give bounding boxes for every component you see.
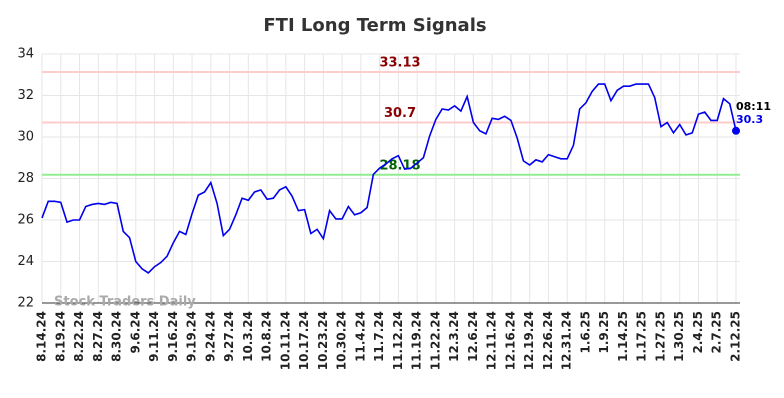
x-tick-label: 2.4.25 [691, 311, 705, 354]
x-tick-label: 12.16.24 [503, 311, 517, 370]
last-value: 30.3 [736, 113, 763, 126]
x-tick-label: 11.12.24 [391, 311, 405, 370]
x-tick-label: 11.19.24 [410, 311, 424, 370]
x-tick-label: 8.30.24 [110, 311, 124, 362]
x-tick-label: 12.3.24 [447, 311, 461, 362]
x-tick-label: 9.19.24 [185, 311, 199, 362]
x-tick-label: 10.17.24 [297, 311, 311, 370]
x-tick-label: 8.19.24 [53, 311, 67, 362]
x-tick-label: 9.16.24 [166, 311, 180, 362]
x-tick-label: 12.6.24 [466, 311, 480, 362]
x-tick-label: 10.11.24 [278, 311, 292, 370]
x-tick-label: 2.7.25 [710, 311, 724, 354]
last-point [732, 126, 740, 135]
x-tick-label: 8.22.24 [72, 311, 86, 362]
x-tick-label: 12.31.24 [560, 311, 574, 370]
price-line [41, 83, 737, 274]
x-tick-label: 10.23.24 [316, 311, 330, 370]
y-tick-label: 30 [17, 130, 34, 145]
x-tick-label: 11.22.24 [428, 311, 442, 370]
y-tick-label: 34 [17, 47, 34, 62]
x-tick-label: 10.8.24 [260, 311, 274, 362]
x-tick-label: 9.24.24 [203, 311, 217, 362]
x-tick-label: 8.27.24 [91, 311, 105, 362]
last-time: 08:11 [736, 100, 771, 113]
x-tick-label: 1.9.25 [597, 311, 611, 354]
x-tick-label: 10.30.24 [335, 311, 349, 370]
x-tick-label: 1.14.25 [616, 311, 630, 362]
x-tick-label: 11.7.24 [372, 311, 386, 362]
x-tick-label: 8.14.24 [35, 311, 49, 362]
reference-label: 28.18 [379, 158, 420, 173]
x-tick-label: 9.6.24 [128, 311, 142, 354]
y-tick-label: 26 [17, 213, 34, 228]
x-tick-label: 1.17.25 [635, 311, 649, 362]
x-tick-label: 9.27.24 [222, 311, 236, 362]
x-tick-label: 1.6.25 [578, 311, 592, 354]
x-tick-label: 9.11.24 [147, 311, 161, 362]
x-tick-label: 11.4.24 [353, 311, 367, 362]
x-tick-label: 12.11.24 [485, 311, 499, 370]
x-tick-label: 10.3.24 [241, 311, 255, 362]
y-tick-label: 24 [17, 254, 34, 269]
x-tick-label: 1.30.25 [672, 311, 686, 362]
x-tick-label: 2.12.25 [729, 311, 743, 362]
reference-label: 33.13 [379, 56, 420, 71]
reference-label: 30.7 [384, 106, 416, 121]
x-tick-label: 12.19.24 [522, 311, 536, 370]
y-tick-label: 32 [17, 88, 34, 103]
chart-title: FTI Long Term Signals [263, 15, 486, 36]
y-tick-label: 28 [17, 171, 34, 186]
x-tick-label: 1.27.25 [653, 311, 667, 362]
y-tick-label: 22 [17, 296, 34, 311]
x-tick-label: 12.26.24 [541, 311, 555, 370]
watermark: Stock Traders Daily [54, 295, 196, 310]
